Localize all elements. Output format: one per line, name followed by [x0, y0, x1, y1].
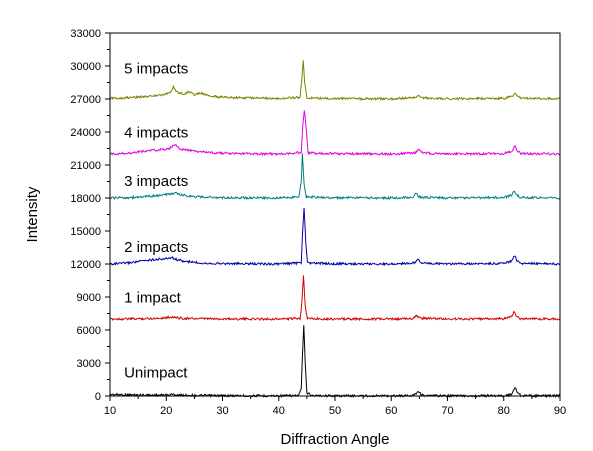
- x-tick-label: 40: [273, 405, 285, 417]
- y-tick-label: 27000: [70, 94, 101, 106]
- series-line-4: [109, 110, 561, 157]
- series-line-0: [109, 325, 561, 399]
- y-tick-label: 21000: [70, 160, 101, 172]
- x-tick-label: 60: [385, 405, 397, 417]
- x-tick-label: 10: [104, 405, 116, 417]
- series-line-3: [109, 153, 561, 201]
- series-line-2: [109, 207, 561, 267]
- plot-frame: [109, 32, 561, 397]
- x-tick-label: 70: [441, 405, 453, 417]
- y-tick-label: 33000: [70, 28, 101, 40]
- series-label-1: 1 impact: [124, 290, 182, 307]
- y-tick-label: 12000: [70, 259, 101, 271]
- y-tick-label: 0: [95, 391, 101, 403]
- series-line-1: [109, 275, 561, 322]
- series-label-3: 3 impacts: [124, 173, 188, 190]
- y-axis-title: Intensity: [24, 186, 41, 242]
- series-label-4: 4 impacts: [124, 125, 188, 142]
- series-layer: Unimpact 1 impact 2 impacts 3 impacts 4 impa…: [109, 60, 561, 399]
- series-line-5: [109, 60, 561, 102]
- x-tick-label: 80: [498, 405, 510, 417]
- y-tick-label: 30000: [70, 61, 101, 73]
- x-tick-label: 90: [554, 405, 566, 417]
- series-label-0: Unimpact: [124, 364, 188, 381]
- x-tick-label: 20: [160, 405, 172, 417]
- y-tick-label: 18000: [70, 193, 101, 205]
- x-tick-label: 50: [329, 405, 341, 417]
- y-tick-label: 24000: [70, 127, 101, 139]
- x-axis-title: Diffraction Angle: [281, 431, 390, 448]
- y-tick-label: 9000: [77, 292, 101, 304]
- y-tick-label: 6000: [77, 325, 101, 337]
- series-label-2: 2 impacts: [124, 239, 188, 256]
- x-tick-label: 30: [216, 405, 228, 417]
- y-tick-label: 15000: [70, 226, 101, 238]
- series-label-5: 5 impacts: [124, 61, 188, 78]
- axes-layer: 10 20 30 40 50 60 70 80 90 0 3000 6000 9000 12000 1500…: [70, 28, 566, 417]
- y-tick-label: 3000: [77, 358, 101, 370]
